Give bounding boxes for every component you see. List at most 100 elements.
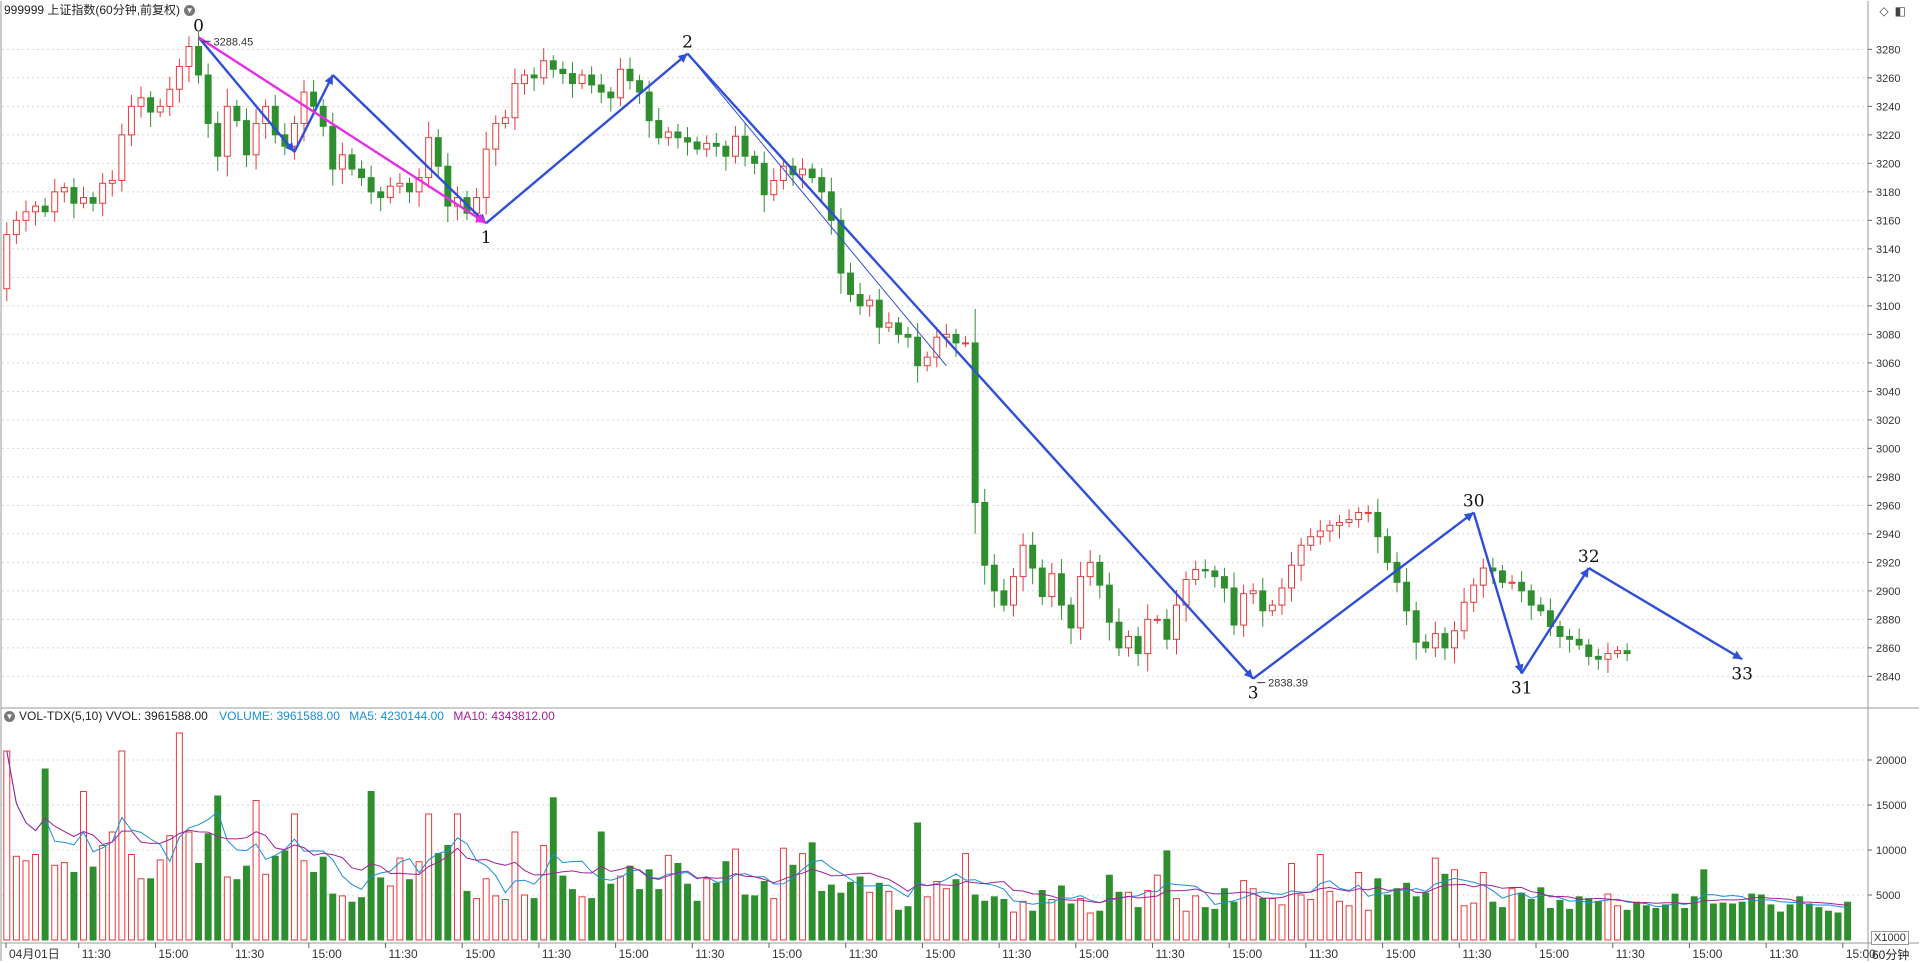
candle-body xyxy=(693,141,701,150)
candle-body xyxy=(971,342,979,503)
candle-body xyxy=(1575,638,1583,646)
volume-bar xyxy=(1498,907,1506,941)
candle-body xyxy=(1192,568,1200,580)
volume-bar xyxy=(1288,863,1296,941)
volume-bar xyxy=(885,890,893,941)
candle-body xyxy=(290,122,298,147)
candle-body xyxy=(118,134,126,181)
volume-bar xyxy=(434,853,442,941)
wave-arrowhead xyxy=(1580,568,1589,579)
candle-body xyxy=(1355,511,1363,521)
volume-bar xyxy=(1153,874,1161,941)
volume-bar xyxy=(310,872,318,941)
volume-bar xyxy=(233,879,241,941)
candle-body xyxy=(1105,584,1113,623)
volume-bar xyxy=(406,879,413,941)
volume-bar xyxy=(338,895,346,941)
candle-body xyxy=(501,117,509,124)
volume-bar xyxy=(1115,891,1123,941)
candle-body xyxy=(406,182,413,193)
volume-bars[interactable] xyxy=(3,732,1852,941)
volume-tick-label: 15000 xyxy=(1876,800,1907,812)
volume-bar xyxy=(1144,890,1152,941)
candle-body xyxy=(348,154,356,170)
volume-tick-label: 5000 xyxy=(1876,890,1900,902)
candle-body xyxy=(1067,604,1075,629)
price-tick-label: 3100 xyxy=(1876,301,1900,313)
volume-bar xyxy=(473,898,481,941)
volume-bar xyxy=(1182,910,1190,941)
candle-body xyxy=(684,137,691,143)
volume-bar xyxy=(1719,902,1727,941)
volume-bar xyxy=(3,750,11,941)
volume-bar xyxy=(1537,887,1545,941)
time-tick-label: 11:30 xyxy=(1156,947,1185,961)
symbol-title: 999999 上证指数(60分钟,前复权) xyxy=(4,3,181,17)
candle-body xyxy=(214,122,222,157)
candle-body xyxy=(195,46,203,76)
time-tick-label: 15:00 xyxy=(1692,947,1722,961)
volume-header: ▼ VOL-TDX(5,10) VVOL: 3961588.00 VOLUME: … xyxy=(4,709,555,723)
candle-body xyxy=(1316,530,1324,538)
volume-bar xyxy=(1096,910,1104,941)
candle-body xyxy=(568,73,576,85)
volume-bar xyxy=(1355,872,1363,941)
chevron-down-icon[interactable]: ▼ xyxy=(4,711,15,723)
wave-segment xyxy=(293,74,334,153)
candle-body xyxy=(1566,635,1574,640)
candle-body xyxy=(1268,604,1276,612)
volume-indicator-name: VOL-TDX(5,10) xyxy=(19,709,103,723)
candle-body xyxy=(1527,590,1535,606)
candle-body xyxy=(1000,590,1008,606)
volume-bar xyxy=(1671,893,1679,941)
volume-bar xyxy=(1479,872,1487,941)
volume-bar xyxy=(1834,912,1842,941)
price-tick-label: 3240 xyxy=(1876,101,1900,113)
candle-body xyxy=(645,91,653,122)
candle-body xyxy=(1345,519,1353,523)
volume-bar xyxy=(1489,901,1497,941)
volume-bar xyxy=(415,861,423,941)
wave-label: 32 xyxy=(1578,547,1600,567)
wave-lines xyxy=(197,36,1743,680)
volume-bar xyxy=(818,890,826,941)
volume-bar xyxy=(1566,908,1574,941)
period-selector[interactable]: 60分钟 xyxy=(1872,948,1910,962)
volume-bar xyxy=(770,898,778,941)
candle-body xyxy=(80,197,87,204)
panel-toggle-icon[interactable]: ◧ xyxy=(1894,4,1906,18)
volume-bar xyxy=(1307,899,1315,941)
volume-bar xyxy=(1010,911,1017,941)
volume-bar xyxy=(1623,909,1631,941)
time-tick-label: 11:30 xyxy=(1769,947,1798,961)
price-candles[interactable] xyxy=(3,0,1857,673)
volume-bar xyxy=(1431,857,1439,941)
candle-body xyxy=(204,74,212,124)
volume-bar xyxy=(463,890,471,941)
volume-bar xyxy=(1748,893,1756,941)
volume-bar xyxy=(578,896,586,941)
volume-bar xyxy=(492,895,500,941)
price-tick-label: 3220 xyxy=(1876,130,1900,142)
volume-bar xyxy=(511,831,519,941)
volume-bar xyxy=(789,864,797,941)
candle-body xyxy=(549,60,557,70)
candle-body xyxy=(1518,581,1526,592)
candle-body xyxy=(1623,650,1631,655)
volume-bar xyxy=(175,732,183,941)
candle-body xyxy=(674,131,682,139)
vvol-value: VVOL: 3961588.00 xyxy=(105,709,208,723)
chevron-down-icon[interactable]: ▼ xyxy=(184,5,196,17)
time-tick-label: 15:00 xyxy=(465,947,495,961)
candle-body xyxy=(894,322,902,335)
volume-bar xyxy=(1192,895,1200,941)
candle-body xyxy=(1479,567,1487,586)
volume-bar xyxy=(1403,882,1411,941)
volume-bar xyxy=(1268,898,1276,941)
volume-bar xyxy=(214,795,222,941)
candle-body xyxy=(358,168,366,179)
candle-body xyxy=(511,83,519,119)
volume-bar xyxy=(1661,904,1669,941)
diamond-icon[interactable]: ◇ xyxy=(1879,4,1889,18)
volume-bar xyxy=(540,845,548,941)
